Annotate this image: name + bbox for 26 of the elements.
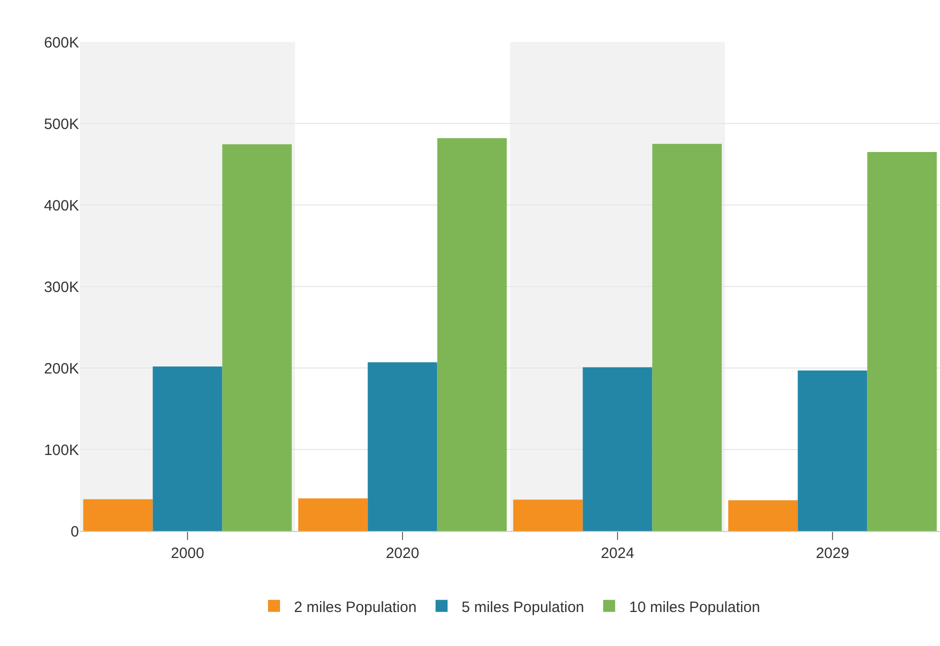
y-tick-label: 400K [44,197,79,214]
bar [513,500,583,531]
x-tick-label: 2029 [816,545,850,562]
legend-label: 5 miles Population [462,598,584,616]
bar [437,138,507,531]
y-tick-label: 100K [44,442,79,459]
y-tick-label: 500K [44,116,79,133]
bar [83,499,153,531]
bar [222,144,292,531]
bar [152,366,222,531]
bar [368,362,438,531]
bar [798,370,868,531]
bar [652,144,722,531]
legend-label: 2 miles Population [294,598,417,616]
bar [582,367,652,531]
y-tick-label: 200K [44,360,79,378]
x-tick-label: 2024 [600,545,634,562]
bar [867,152,937,531]
x-tick-label: 2020 [386,545,420,562]
y-tick-label: 300K [44,278,79,296]
y-tick-label: 0 [70,523,79,540]
bar [298,498,368,531]
y-tick-label: 600K [44,34,79,52]
legend-label: 10 miles Population [629,598,760,616]
x-tick-label: 2000 [170,545,204,562]
bar [728,500,798,531]
